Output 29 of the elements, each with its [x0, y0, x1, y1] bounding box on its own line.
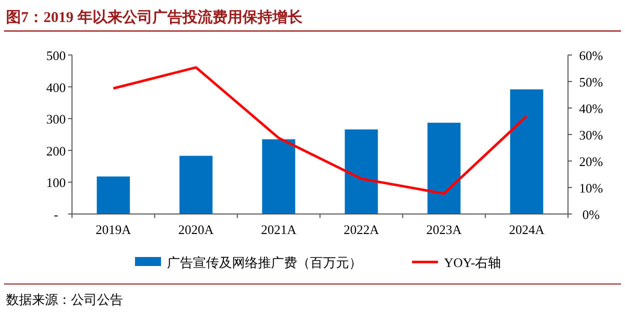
x-tick-label: 2022A	[344, 222, 380, 237]
y-tick-label: 400	[46, 80, 66, 95]
y-tick-label: 200	[46, 143, 66, 158]
y2-tick-label: 0%	[582, 207, 600, 222]
chart-title: 图7：2019 年以来公司广告投流费用保持增长	[6, 8, 304, 26]
bar	[96, 176, 130, 214]
bar	[510, 89, 544, 214]
y2-tick-label: 60%	[579, 48, 604, 63]
x-tick-label: 2024A	[508, 222, 545, 237]
x-tick-label: 2020A	[178, 222, 214, 237]
legend-label: YOY-右轴	[444, 255, 502, 270]
y2-tick-label: 10%	[579, 180, 604, 196]
bar	[344, 129, 378, 214]
y-tick-label: 500	[46, 48, 66, 63]
x-tick-label: 2021A	[260, 222, 297, 237]
bar	[262, 139, 296, 214]
y2-tick-label: 30%	[579, 128, 604, 142]
y-tick-label: 100	[46, 175, 66, 190]
x-tick-label: 2023A	[426, 222, 462, 237]
bar	[427, 122, 461, 214]
bar	[179, 156, 213, 214]
y2-tick-label: 40%	[579, 101, 604, 116]
y-tick-label: -	[54, 207, 58, 222]
y2-tick-label: 50%	[579, 74, 604, 90]
x-tick-label: 2019A	[96, 222, 132, 237]
y-tick-label: 300	[46, 112, 66, 127]
source-note: 数据来源：公司公告	[6, 292, 123, 307]
legend-label: 广告宣传及网络推广费（百万元）	[167, 255, 362, 270]
y2-tick-label: 20%	[579, 154, 604, 169]
